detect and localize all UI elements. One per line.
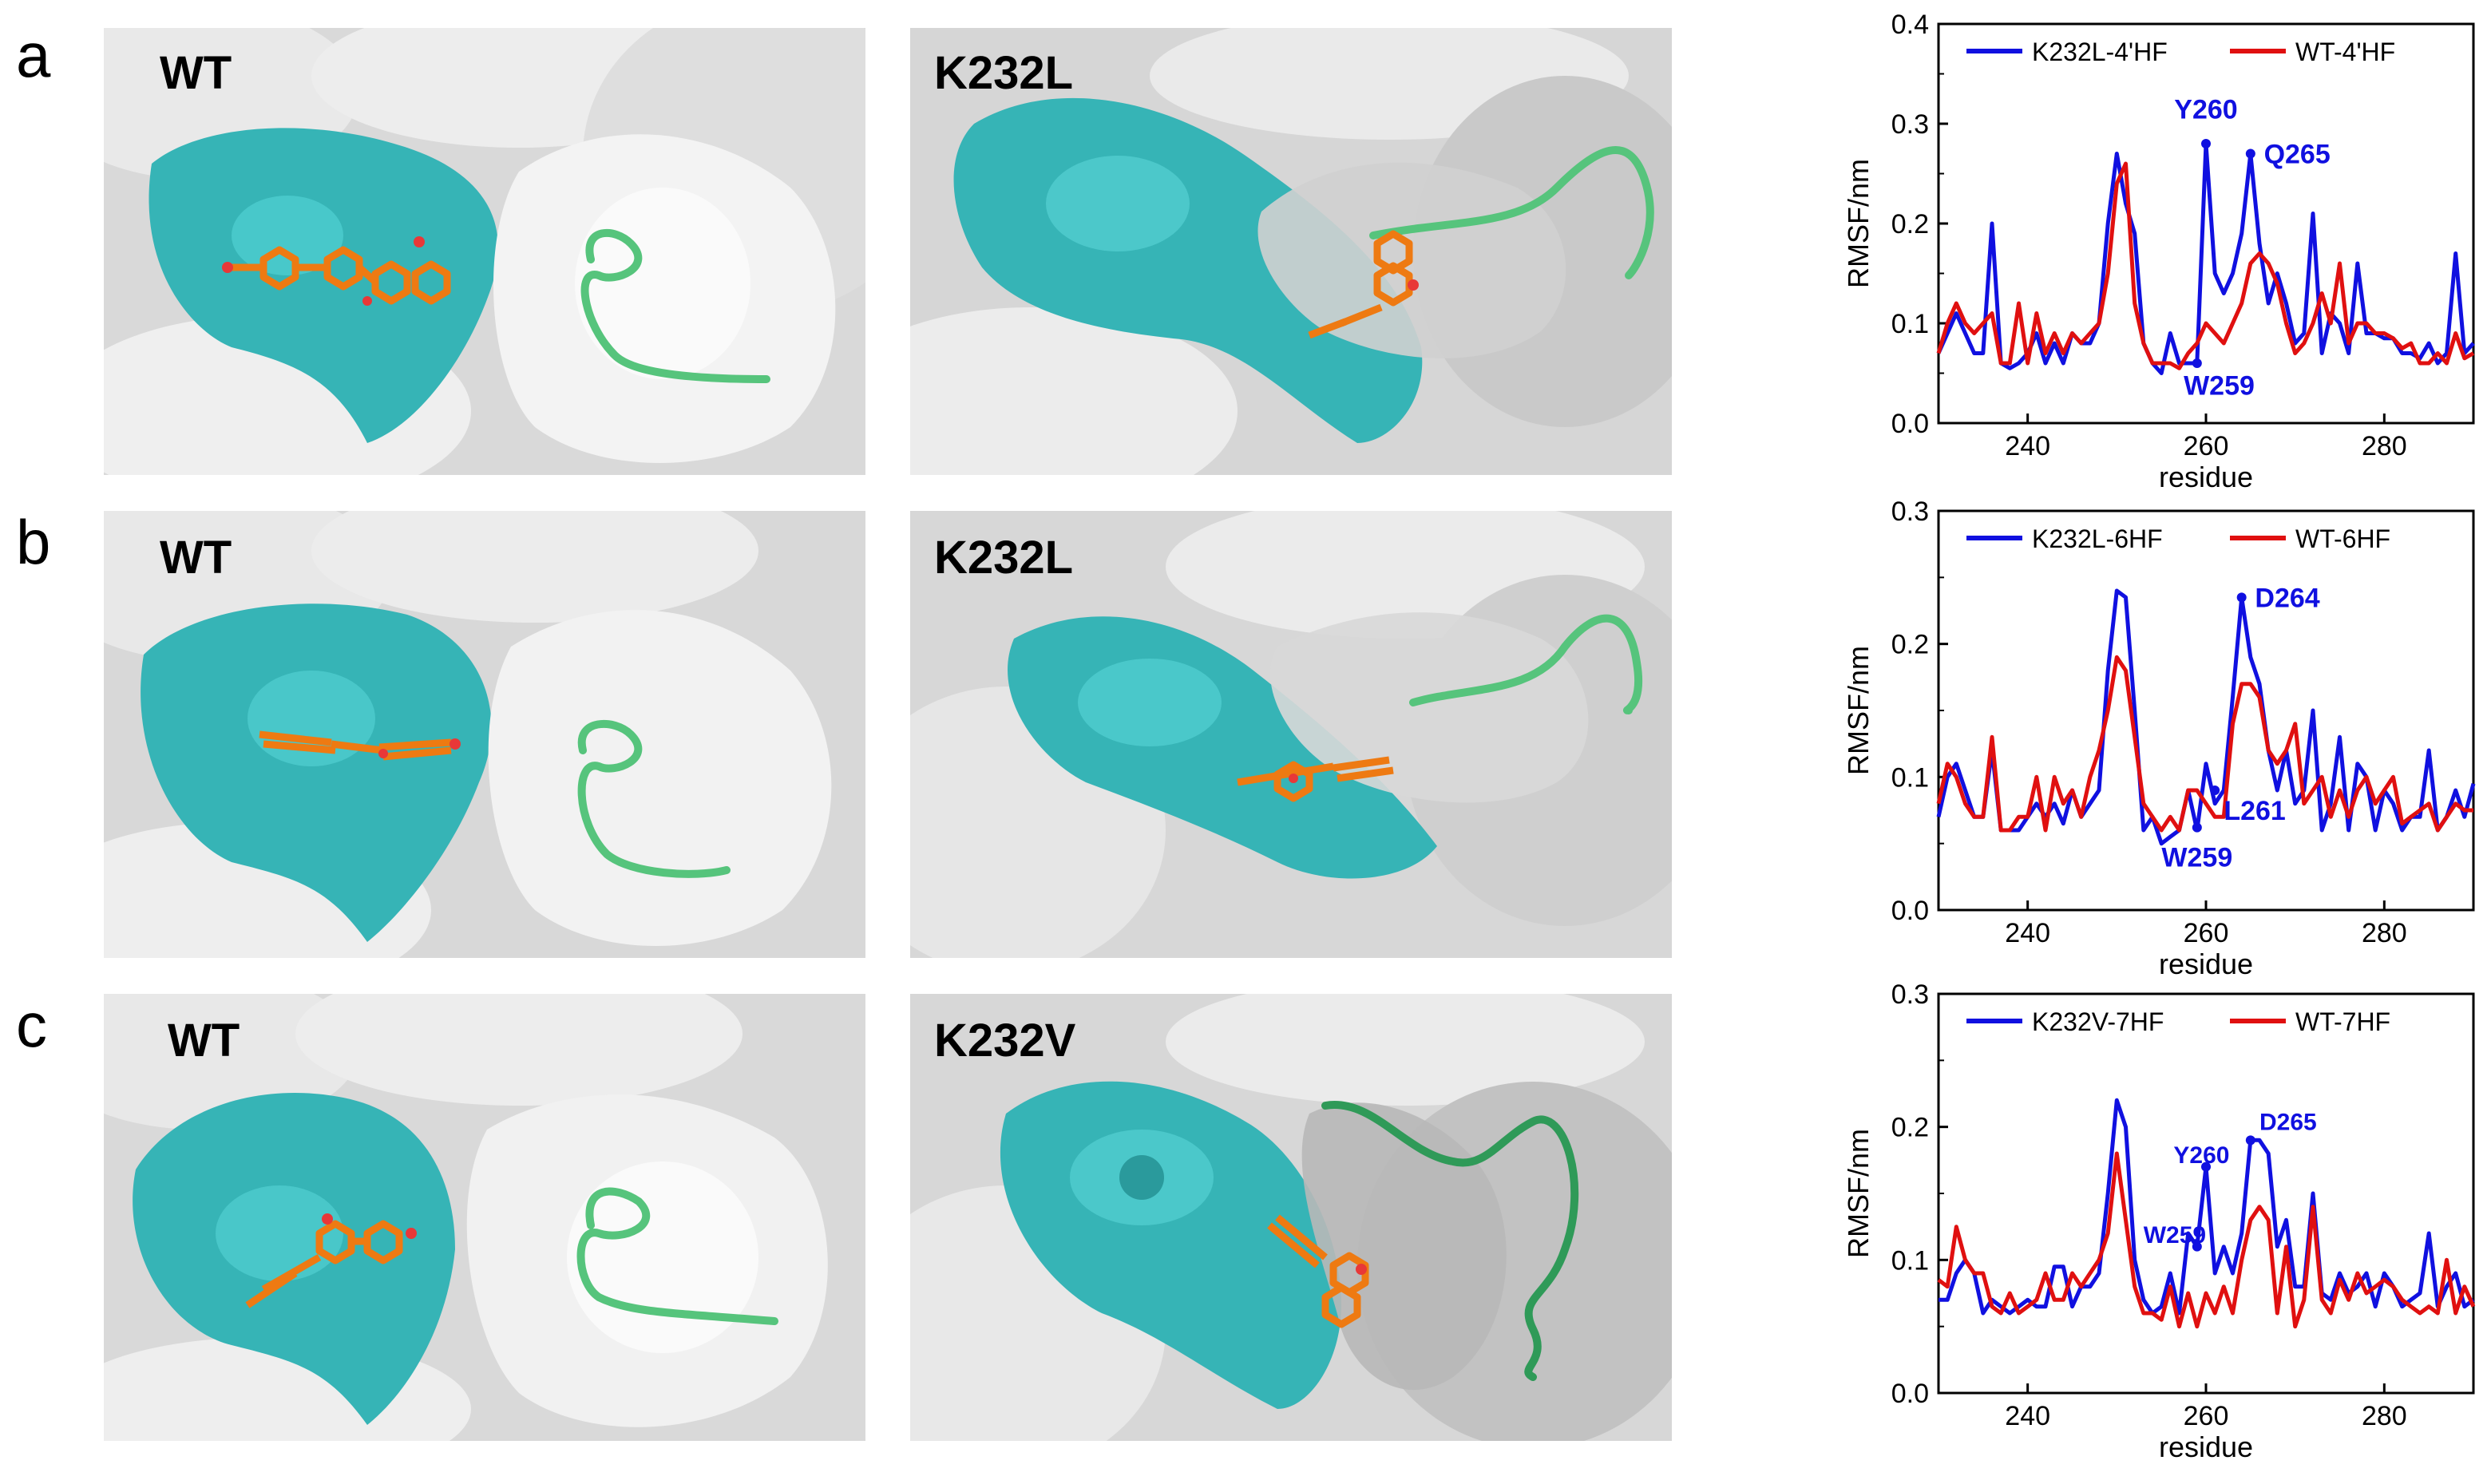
x-tick-label: 280 — [2362, 431, 2407, 461]
annotation-marker — [2236, 592, 2247, 603]
y-axis-label: RMSF/nm — [1842, 646, 1875, 775]
annotation-label: D264 — [2255, 583, 2319, 613]
annotation-marker — [2192, 1241, 2202, 1252]
annotation-label: Q265 — [2264, 140, 2331, 170]
variant-label: K232L — [934, 532, 1074, 584]
y-tick-label: 0.3 — [1891, 109, 1929, 140]
x-axis-label: residue — [2159, 1431, 2253, 1463]
rmsf-chart-b: 0.0 0.1 0.2 0.3 240 260 280 residue RMSF/nm K232L… — [1842, 497, 2476, 980]
surface-render — [910, 511, 1672, 958]
annotation-marker — [2245, 148, 2255, 159]
variant-label: K232V — [934, 1015, 1076, 1067]
annotation-marker — [2245, 1135, 2255, 1146]
surface-render — [910, 28, 1672, 475]
structure-image-b-wt: WT — [104, 511, 865, 958]
structure-image-a-mutant: K232L — [910, 28, 1672, 475]
row-letter-a: a — [16, 20, 51, 90]
annotation-label: L261 — [2224, 796, 2286, 826]
variant-label: WT — [160, 47, 232, 99]
x-tick-label: 240 — [2005, 918, 2050, 948]
x-tick-label: 280 — [2362, 1401, 2407, 1431]
row-letter-c: c — [16, 990, 47, 1060]
y-axis-label: RMSF/nm — [1842, 159, 1875, 288]
annotation-label: W259 — [2184, 371, 2255, 402]
series-line-1 — [1937, 1151, 2476, 1329]
annotation-marker — [2201, 139, 2211, 148]
structure-image-b-mutant: K232L — [910, 511, 1672, 958]
rmsf-chart-a: 0.0 0.1 0.2 0.3 0.4 240 260 280 residue RMSF/nm K2… — [1842, 10, 2475, 493]
legend-label-0: K232L-6HF — [2032, 524, 2163, 553]
surface-render — [104, 994, 865, 1441]
row-letter-b: b — [16, 507, 51, 577]
y-tick-label: 0.1 — [1891, 1245, 1929, 1276]
series-line-1 — [1936, 655, 2473, 833]
y-tick-label: 0.0 — [1891, 1379, 1929, 1409]
x-tick-label: 260 — [2184, 431, 2229, 461]
annotation-label: W259 — [2161, 842, 2232, 873]
structure-image-a-wt: WT — [104, 28, 865, 475]
y-tick-label: 0.1 — [1891, 762, 1929, 793]
annotation-label: Y260 — [2174, 94, 2237, 125]
y-tick-label: 0.0 — [1891, 896, 1929, 926]
y-tick-label: 0.0 — [1891, 409, 1929, 439]
structure-image-c-mutant: K232V — [910, 994, 1672, 1441]
annotation-marker — [2192, 822, 2202, 833]
x-tick-label: 260 — [2184, 1401, 2229, 1431]
x-axis-label: residue — [2159, 948, 2253, 980]
series-line-0 — [1939, 1098, 2475, 1316]
x-axis-label: residue — [2159, 461, 2253, 493]
y-axis-label: RMSF/nm — [1842, 1129, 1875, 1258]
annotation-marker — [2192, 358, 2202, 368]
legend-label-1: WT-6HF — [2295, 524, 2390, 553]
surface-render — [104, 28, 865, 475]
annotation-label: W259 — [2144, 1222, 2206, 1249]
y-tick-label: 0.3 — [1891, 979, 1929, 1010]
surface-render — [104, 511, 865, 958]
variant-label: WT — [160, 532, 232, 584]
x-tick-label: 280 — [2362, 918, 2407, 948]
legend-label-0: K232V-7HF — [2032, 1007, 2164, 1036]
annotation-marker — [2210, 786, 2220, 795]
y-tick-label: 0.2 — [1891, 209, 1929, 239]
plot-frame — [1937, 992, 2475, 1395]
rmsf-chart-c: 0.0 0.1 0.2 0.3 240 260 280 residue RMSF/nm K232V… — [1842, 979, 2476, 1463]
x-tick-label: 240 — [2005, 1401, 2050, 1431]
annotation-label: Y260 — [2173, 1142, 2229, 1169]
variant-label: WT — [168, 1015, 240, 1067]
surface-render — [910, 994, 1672, 1441]
variant-label: K232L — [934, 47, 1074, 99]
legend-label-1: WT-7HF — [2295, 1007, 2390, 1036]
y-tick-label: 0.4 — [1891, 10, 1929, 40]
structure-image-c-wt: WT — [104, 994, 865, 1441]
x-tick-label: 240 — [2005, 431, 2050, 461]
y-tick-label: 0.2 — [1891, 1113, 1929, 1143]
y-tick-label: 0.2 — [1891, 630, 1929, 660]
y-tick-label: 0.3 — [1891, 497, 1929, 527]
legend-label-0: K232L-4'HF — [2032, 38, 2168, 66]
legend-label-1: WT-4'HF — [2295, 38, 2395, 66]
annotation-label: D265 — [2259, 1109, 2317, 1135]
y-tick-label: 0.1 — [1891, 309, 1929, 339]
series-line-1 — [1936, 161, 2475, 370]
x-tick-label: 260 — [2184, 918, 2229, 948]
annotation-marker — [2201, 1161, 2211, 1172]
